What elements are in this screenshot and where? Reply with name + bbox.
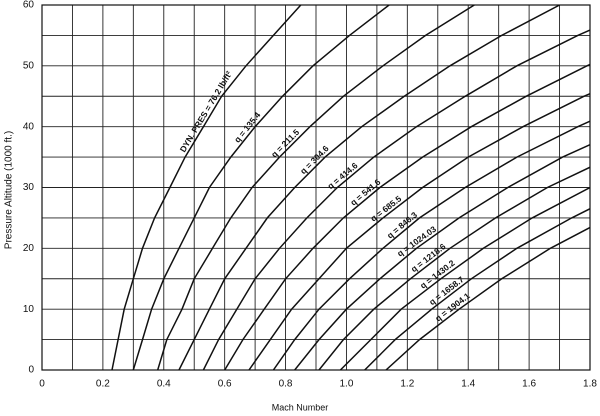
q-curve — [272, 120, 590, 370]
x-tick-label: 0.6 — [218, 379, 232, 390]
y-axis-label: Pressure Altitude (1000 ft.) — [4, 131, 15, 249]
x-tick-label: 0.4 — [157, 379, 171, 390]
q-curve — [385, 226, 590, 370]
q-curve — [248, 92, 590, 370]
y-tick-label: 30 — [23, 182, 35, 193]
q-curve — [294, 143, 590, 370]
y-tick-label: 20 — [23, 243, 35, 254]
x-tick-label: 1.2 — [400, 379, 414, 390]
x-tick-label: 1.4 — [461, 379, 475, 390]
curve-label: q = 414.6 — [325, 160, 359, 191]
q-curve — [178, 5, 560, 370]
x-tick-label: 0.2 — [96, 379, 110, 390]
x-tick-label: 1.8 — [583, 379, 597, 390]
curve-label: q = 541.6 — [348, 177, 382, 208]
q-curve — [111, 5, 302, 370]
x-axis-label: Mach Number — [272, 402, 329, 412]
q-curve — [364, 207, 590, 370]
x-tick-label: 1.6 — [522, 379, 536, 390]
y-tick-label: 10 — [23, 304, 35, 315]
q-curve — [224, 63, 590, 370]
q-curve — [156, 5, 475, 370]
curves — [111, 5, 590, 370]
q-curve — [318, 166, 590, 370]
y-tick-label: 50 — [23, 60, 35, 71]
y-tick-label: 60 — [23, 0, 35, 11]
q-curve — [202, 29, 590, 370]
curve-label: q = 685.5 — [368, 193, 403, 223]
q-curve — [339, 186, 590, 370]
y-tick-label: 0 — [28, 365, 34, 376]
curve-label: q = 135.4 — [232, 110, 263, 145]
x-tick-label: 0.8 — [279, 379, 293, 390]
curve-label: q = 304.6 — [298, 143, 331, 176]
y-tick-label: 40 — [23, 121, 35, 132]
x-tick-label: 0 — [39, 379, 45, 390]
x-tick-label: 1.0 — [339, 379, 353, 390]
curve-label: DYN. PRES = 76.2 lb/ft² — [178, 69, 234, 154]
q-curve — [132, 5, 390, 370]
